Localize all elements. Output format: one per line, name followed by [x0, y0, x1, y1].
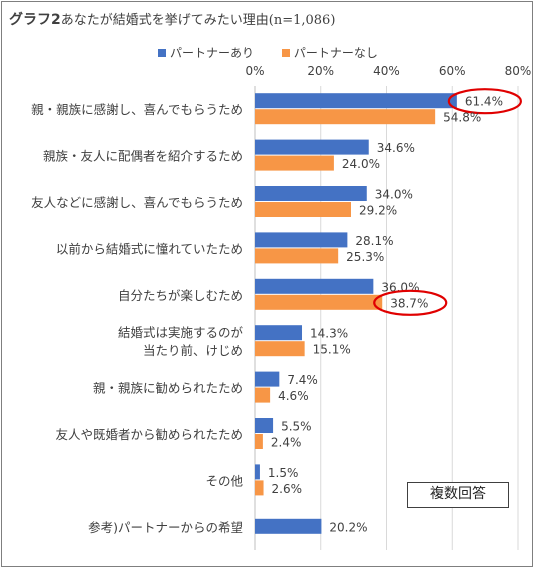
data-label: 38.7%	[390, 296, 428, 310]
category-label: 結婚式は実施するのが	[118, 325, 244, 340]
x-tick-label: 80%	[505, 64, 532, 78]
bar-with-partner	[255, 93, 457, 109]
chart-title-main: あなたが結婚式を挙げてみたい理由	[60, 13, 269, 28]
data-label: 34.0%	[375, 188, 413, 202]
category-label: 親・親族に勧められたため	[93, 381, 243, 396]
bar-without-partner	[255, 202, 351, 217]
bar-with-partner	[255, 232, 348, 248]
data-label: 4.6%	[278, 389, 309, 403]
x-tick-label: 0%	[245, 64, 264, 78]
bar-with-partner	[255, 139, 369, 155]
data-label: 1.5%	[268, 466, 299, 480]
chart-title: グラフ2あなたが結婚式を挙げてみたい理由(n=1,086)	[9, 9, 335, 29]
highlight-circle	[373, 289, 448, 316]
bar-with-partner	[255, 371, 280, 387]
bar-without-partner	[255, 109, 436, 125]
chart-title-prefix: グラフ2	[9, 12, 61, 28]
data-label: 14.3%	[310, 327, 348, 341]
bar-without-partner	[255, 387, 271, 403]
category-label: 当たり前、けじめ	[143, 343, 243, 358]
data-label: 20.2%	[329, 520, 367, 534]
legend-swatch-without-partner	[281, 49, 290, 57]
chart-title-n: (n=1,086)	[268, 13, 336, 28]
bar-without-partner	[255, 294, 383, 310]
category-label: 友人や既婚者から勧められたため	[55, 427, 243, 442]
data-label: 24.0%	[342, 157, 380, 171]
category-label: 自分たちが楽しむため	[118, 288, 243, 303]
category-label: その他	[205, 473, 243, 488]
multiple-answer-note: 複数回答	[407, 482, 509, 508]
legend-swatch-with-partner	[158, 49, 166, 57]
x-tick-label: 60%	[439, 64, 466, 78]
data-label: 28.1%	[355, 234, 393, 248]
bar-with-partner	[255, 518, 322, 534]
data-label: 61.4%	[465, 95, 503, 109]
bar-without-partner	[255, 480, 264, 496]
x-tick-label: 40%	[373, 64, 400, 78]
legend: パートナーあり パートナーなし	[158, 44, 402, 61]
bar-without-partner	[255, 155, 334, 171]
bar-chart: 0% 20% 40% 60% 80% 61.4% 54.8% 親・親族に感謝し、喜んでもらうた…	[31, 64, 532, 550]
data-label: 2.4%	[271, 436, 302, 450]
legend-label-with-partner: パートナーあり	[170, 46, 255, 60]
category-label: 以前から結婚式に憧れていたため	[56, 241, 243, 256]
category-label: 友人などに感謝し、喜んでもらうため	[31, 195, 243, 210]
data-label: 54.8%	[443, 111, 481, 125]
bar-with-partner	[255, 464, 260, 480]
legend-item-without-partner: パートナーなし	[281, 44, 378, 61]
data-label: 29.2%	[359, 204, 397, 218]
category-label: 親・親族に感謝し、喜んでもらうため	[31, 102, 243, 117]
category-label: 参考)パートナーからの希望	[88, 520, 243, 535]
data-label: 5.5%	[281, 420, 312, 434]
bar-without-partner	[255, 434, 263, 449]
data-label: 34.6%	[377, 141, 415, 155]
highlight-circle	[447, 88, 522, 115]
x-tick-label: 20%	[307, 64, 334, 78]
data-label: 15.1%	[313, 343, 351, 357]
category-label: 親族・友人に配偶者を紹介するため	[43, 149, 243, 164]
legend-label-without-partner: パートナーなし	[293, 46, 378, 60]
legend-item-with-partner: パートナーあり	[158, 44, 254, 61]
bar-with-partner	[255, 418, 274, 433]
data-label: 2.6%	[272, 482, 303, 496]
data-label: 7.4%	[287, 373, 318, 387]
data-label: 25.3%	[346, 250, 384, 264]
bar-without-partner	[255, 248, 339, 264]
bar-with-partner	[255, 278, 374, 294]
bar-with-partner	[255, 325, 303, 341]
bar-without-partner	[255, 341, 305, 357]
bar-with-partner	[255, 186, 367, 201]
